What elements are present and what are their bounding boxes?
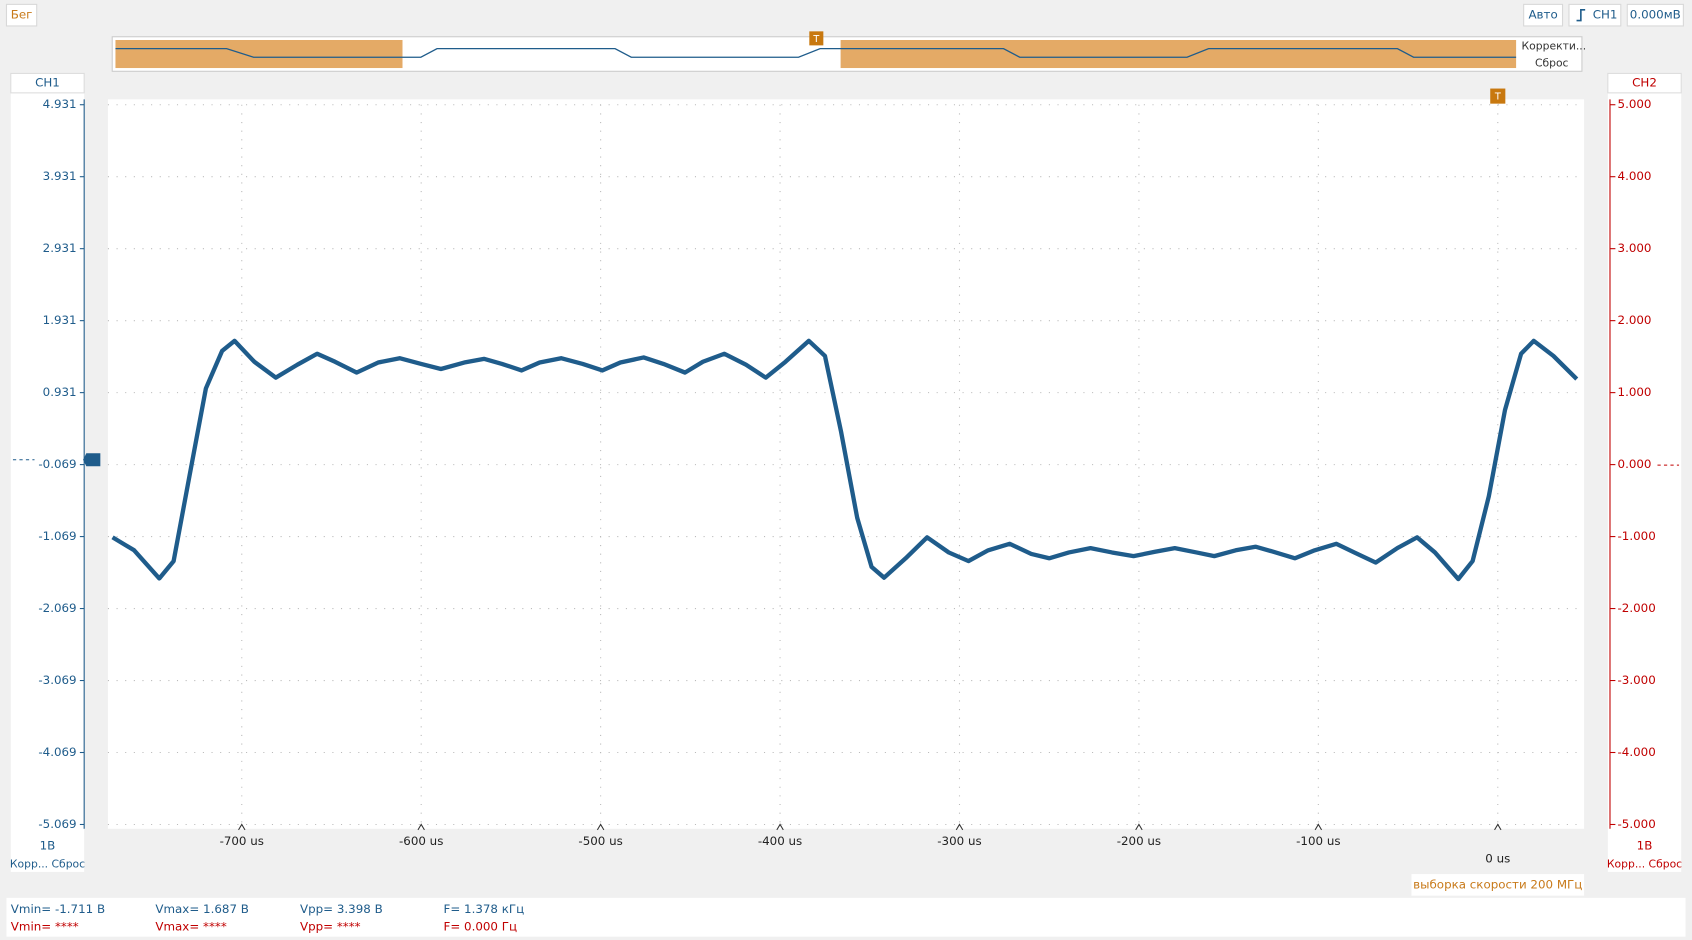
y2-tick-label: 4.000 (1618, 169, 1652, 183)
annotation-box (1411, 874, 1585, 896)
trigger-marker[interactable] (1490, 88, 1506, 104)
left-panel (10, 73, 85, 872)
ch2-scale[interactable]: 1В (1637, 839, 1653, 853)
x-tick (1135, 823, 1143, 831)
x-tick-label: -200 us (1117, 834, 1161, 848)
y-tick-label: -0.069 (38, 457, 76, 471)
measurement-ch2: Vmin= **** (11, 919, 79, 933)
x-tick-label: 0 us (1485, 852, 1510, 866)
y-tick-label: 3.931 (43, 169, 77, 183)
measurement-ch1: Vpp= 3.398 В (300, 902, 383, 916)
ch1-header[interactable] (10, 72, 85, 94)
y-tick-label: -4.069 (38, 745, 76, 759)
trace (111, 338, 1579, 582)
overview-shade (840, 39, 1517, 69)
x-tick-label: -500 us (578, 834, 622, 848)
x-tick-label: -300 us (937, 834, 981, 848)
run-button[interactable] (5, 3, 38, 27)
x-tick (1314, 823, 1323, 831)
y-tick-label: -3.069 (38, 673, 76, 687)
trigger-source: CH1 (1593, 8, 1618, 22)
measurement-ch1: Vmax= 1.687 В (155, 902, 249, 916)
y-tick-label: 4.931 (43, 97, 77, 111)
ch2-buttons[interactable]: Корр... Сброс (1607, 857, 1682, 870)
trigger-level: 0.000мВ (1630, 8, 1681, 22)
x-tick-label: -600 us (399, 834, 443, 848)
y2-tick-label: -5.000 (1618, 817, 1656, 831)
y-tick-label: 0.931 (43, 385, 77, 399)
x-tick (238, 823, 246, 831)
y2-tick-label: -3.000 (1618, 673, 1656, 687)
measurement-ch1: F= 1.378 кГц (444, 902, 525, 916)
y-tick-label: -1.069 (38, 529, 76, 543)
overview-trace (115, 47, 1517, 58)
y2-tick-label: 1.000 (1618, 385, 1652, 399)
trigger-marker-label: T (1494, 92, 1501, 103)
y-tick-label: 1.931 (43, 313, 77, 327)
measurement-ch2: Vpp= **** (300, 919, 361, 933)
y-tick-label: -5.069 (38, 817, 76, 831)
x-tick (955, 823, 964, 831)
y2-tick-label: 3.000 (1618, 241, 1652, 255)
y2-tick-label: -1.000 (1618, 529, 1656, 543)
y2-tick-label: -2.000 (1618, 601, 1656, 615)
ch2-header[interactable] (1607, 72, 1682, 94)
ch1-scale[interactable]: 1В (40, 839, 56, 853)
x-tick-label: -700 us (220, 834, 264, 848)
x-tick (1494, 823, 1502, 831)
y-tick-label: 2.931 (43, 241, 77, 255)
measurement-ch2: Vmax= **** (155, 919, 226, 933)
overview-shade (115, 39, 403, 69)
x-tick (417, 823, 425, 831)
overview-correct[interactable]: Корректи... (1522, 39, 1587, 52)
ch2-label: CH2 (1632, 76, 1657, 90)
ch1-ground-marker[interactable] (83, 453, 101, 467)
mode-label: Авто (1528, 8, 1557, 22)
measurement-ch2: F= 0.000 Гц (444, 919, 518, 933)
overview-trigger-label: T (812, 34, 819, 45)
ch1-buttons[interactable]: Корр... Сброс (10, 857, 85, 870)
y2-tick-label: 2.000 (1618, 313, 1652, 327)
y2-tick-label: -4.000 (1618, 745, 1656, 759)
measurement-bar (6, 897, 1686, 937)
edge-icon (1576, 8, 1586, 22)
y2-tick-label: 5.000 (1618, 97, 1652, 111)
right-panel (1607, 73, 1682, 872)
x-tick (776, 823, 784, 831)
y-tick-label: -2.069 (38, 601, 76, 615)
overview-reset[interactable]: Сброс (1535, 57, 1569, 70)
x-tick-label: -400 us (758, 834, 802, 848)
mode-button[interactable] (1523, 3, 1564, 27)
overview-trigger[interactable] (809, 31, 824, 46)
ch1-label: CH1 (35, 76, 60, 90)
run-label: Бег (11, 8, 33, 22)
measurement-ch1: Vmin= -1.711 В (11, 902, 105, 916)
x-tick (596, 823, 605, 831)
trigger-level-button[interactable] (1626, 3, 1684, 27)
x-tick-label: -100 us (1296, 834, 1340, 848)
y2-tick-label: 0.000 (1618, 457, 1652, 471)
sample-rate: выборка скорости 200 МГц (1413, 877, 1582, 891)
